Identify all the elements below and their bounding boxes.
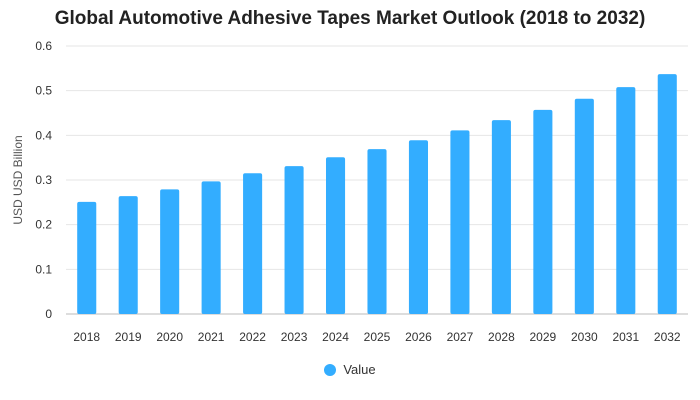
x-tick-label: 2020 bbox=[156, 330, 183, 344]
x-tick-label: 2018 bbox=[73, 330, 100, 344]
bars bbox=[77, 74, 677, 315]
chart-title: Global Automotive Adhesive Tapes Market … bbox=[54, 8, 646, 29]
bar-2030[interactable] bbox=[574, 98, 594, 314]
bar-2026[interactable] bbox=[408, 140, 429, 314]
x-tick-label: 2029 bbox=[530, 330, 557, 344]
legend: Value bbox=[0, 362, 700, 377]
x-tick-label: 2019 bbox=[115, 330, 142, 344]
x-tick-label: 2026 bbox=[405, 330, 432, 344]
bar-2020[interactable] bbox=[160, 189, 180, 314]
y-tick-label: 0.6 bbox=[35, 39, 52, 53]
bar-2019[interactable] bbox=[118, 196, 138, 314]
y-tick-label: 0.2 bbox=[35, 218, 52, 232]
x-tick-label: 2025 bbox=[364, 330, 391, 344]
bar-2029[interactable] bbox=[533, 109, 553, 314]
x-tick-label: 2032 bbox=[654, 330, 681, 344]
y-tick-label: 0 bbox=[45, 307, 52, 321]
x-tick-label: 2027 bbox=[447, 330, 474, 344]
x-tick-label: 2023 bbox=[281, 330, 308, 344]
bar-2024[interactable] bbox=[325, 157, 346, 314]
legend-label: Value bbox=[343, 362, 376, 377]
x-tick-label: 2028 bbox=[488, 330, 515, 344]
bar-2023[interactable] bbox=[284, 166, 304, 314]
y-tick-label: 0.5 bbox=[35, 84, 52, 98]
legend-swatch bbox=[324, 363, 337, 376]
x-tick-label: 2030 bbox=[571, 330, 598, 344]
bar-2028[interactable] bbox=[491, 120, 511, 314]
bar-2027[interactable] bbox=[450, 130, 470, 314]
y-axis-ticks: 0 0.1 0.2 0.3 0.4 0.5 0.6 bbox=[35, 39, 52, 321]
x-tick-label: 2031 bbox=[612, 330, 639, 344]
x-tick-label: 2024 bbox=[322, 330, 349, 344]
bar-2031[interactable] bbox=[616, 87, 636, 315]
x-tick-label: 2021 bbox=[198, 330, 225, 344]
x-tick-label: 2022 bbox=[239, 330, 266, 344]
bar-2025[interactable] bbox=[367, 149, 387, 314]
y-axis-label: USD USD Billion bbox=[11, 135, 25, 224]
bar-2022[interactable] bbox=[243, 173, 263, 314]
y-tick-label: 0.3 bbox=[35, 173, 52, 187]
bar-2018[interactable] bbox=[77, 201, 97, 314]
y-tick-label: 0.4 bbox=[35, 128, 52, 142]
x-axis-ticks: 2018 2019 2020 2021 2022 2023 2024 2025 2026 2027… bbox=[73, 330, 681, 344]
y-tick-label: 0.1 bbox=[35, 262, 52, 276]
bar-2032[interactable] bbox=[657, 74, 677, 314]
bar-2021[interactable] bbox=[201, 181, 221, 314]
